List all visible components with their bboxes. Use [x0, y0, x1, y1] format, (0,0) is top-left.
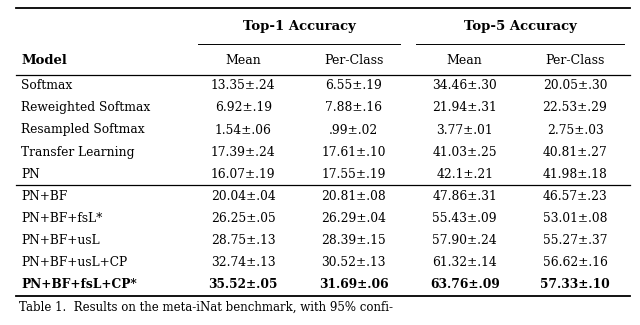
Text: 7.88±.16: 7.88±.16: [325, 101, 382, 114]
Text: PN+BF: PN+BF: [21, 190, 67, 203]
Text: Top-5 Accuracy: Top-5 Accuracy: [463, 20, 577, 33]
Text: 40.81±.27: 40.81±.27: [543, 146, 607, 159]
Text: 57.33±.10: 57.33±.10: [540, 278, 610, 291]
Text: 28.39±.15: 28.39±.15: [321, 234, 386, 247]
Text: Resampled Softmax: Resampled Softmax: [21, 124, 145, 136]
Text: 30.52±.13: 30.52±.13: [321, 256, 386, 269]
Text: 35.52±.05: 35.52±.05: [209, 278, 278, 291]
Text: 28.75±.13: 28.75±.13: [211, 234, 275, 247]
Text: 13.35±.24: 13.35±.24: [211, 79, 275, 92]
Text: 2.75±.03: 2.75±.03: [547, 124, 604, 136]
Text: 16.07±.19: 16.07±.19: [211, 168, 275, 181]
Text: 3.77±.01: 3.77±.01: [436, 124, 493, 136]
Text: PN: PN: [21, 168, 40, 181]
Text: 6.92±.19: 6.92±.19: [214, 101, 272, 114]
Text: 55.43±.09: 55.43±.09: [433, 212, 497, 225]
Text: Transfer Learning: Transfer Learning: [21, 146, 134, 159]
Text: 22.53±.29: 22.53±.29: [543, 101, 607, 114]
Text: 63.76±.09: 63.76±.09: [430, 278, 499, 291]
Text: 20.04±.04: 20.04±.04: [211, 190, 276, 203]
Text: 17.39±.24: 17.39±.24: [211, 146, 276, 159]
Text: 1.54±.06: 1.54±.06: [215, 124, 271, 136]
Text: Softmax: Softmax: [21, 79, 72, 92]
Text: 41.03±.25: 41.03±.25: [433, 146, 497, 159]
Text: 41.98±.18: 41.98±.18: [543, 168, 607, 181]
Text: 42.1±.21: 42.1±.21: [436, 168, 493, 181]
Text: 6.55±.19: 6.55±.19: [325, 79, 382, 92]
Text: 32.74±.13: 32.74±.13: [211, 256, 275, 269]
Text: 61.32±.14: 61.32±.14: [432, 256, 497, 269]
Text: PN+BF+usL: PN+BF+usL: [21, 234, 100, 247]
Text: 46.57±.23: 46.57±.23: [543, 190, 607, 203]
Text: PN+BF+usL+CP: PN+BF+usL+CP: [21, 256, 127, 269]
Text: Reweighted Softmax: Reweighted Softmax: [21, 101, 150, 114]
Text: Top-1 Accuracy: Top-1 Accuracy: [243, 20, 356, 33]
Text: Per-Class: Per-Class: [324, 54, 383, 67]
Text: 34.46±.30: 34.46±.30: [432, 79, 497, 92]
Text: 26.29±.04: 26.29±.04: [321, 212, 386, 225]
Text: 20.81±.08: 20.81±.08: [321, 190, 386, 203]
Text: 20.05±.30: 20.05±.30: [543, 79, 607, 92]
Text: 53.01±.08: 53.01±.08: [543, 212, 607, 225]
Text: PN+BF+fsL*: PN+BF+fsL*: [21, 212, 102, 225]
Text: PN+BF+fsL+CP*: PN+BF+fsL+CP*: [21, 278, 137, 291]
Text: 17.55±.19: 17.55±.19: [321, 168, 386, 181]
Text: 21.94±.31: 21.94±.31: [432, 101, 497, 114]
Text: 26.25±.05: 26.25±.05: [211, 212, 276, 225]
Text: Model: Model: [21, 54, 67, 67]
Text: Per-Class: Per-Class: [545, 54, 605, 67]
Text: .99±.02: .99±.02: [329, 124, 378, 136]
Text: 31.69±.06: 31.69±.06: [319, 278, 388, 291]
Text: Mean: Mean: [447, 54, 483, 67]
Text: Mean: Mean: [225, 54, 261, 67]
Text: 57.90±.24: 57.90±.24: [432, 234, 497, 247]
Text: 17.61±.10: 17.61±.10: [321, 146, 386, 159]
Text: 56.62±.16: 56.62±.16: [543, 256, 607, 269]
Text: 47.86±.31: 47.86±.31: [432, 190, 497, 203]
Text: Table 1.  Results on the meta-iNat benchmark, with 95% confi-: Table 1. Results on the meta-iNat benchm…: [19, 301, 393, 314]
Text: 55.27±.37: 55.27±.37: [543, 234, 607, 247]
